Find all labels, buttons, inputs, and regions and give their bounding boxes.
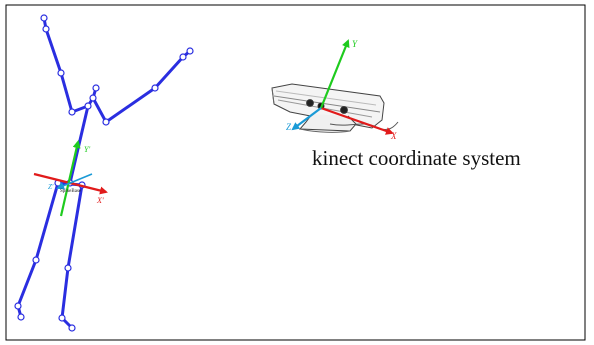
joint-knee-left [32, 256, 40, 264]
skeleton-origin-label: SpineBase [60, 189, 82, 194]
joint-handtip-right [186, 47, 194, 55]
sensor-z-label: Z [286, 122, 292, 132]
caption-kinect-coordinate-system: kinect coordinate system [312, 146, 521, 170]
joint-wrist-right [151, 84, 159, 92]
kinect-lens-left [306, 99, 314, 107]
joint-ankle-right [58, 314, 66, 322]
figure-border [5, 4, 586, 341]
kinect-sensor [271, 83, 399, 133]
joint-spine-shoulder [84, 102, 92, 110]
skeleton-joints [14, 14, 194, 332]
skeleton-bones [16, 16, 192, 330]
joint-head [40, 14, 48, 22]
joint-shoulder [89, 94, 97, 102]
sensor-y-axis [319, 39, 350, 109]
joint-foot-left [17, 313, 25, 321]
joint-ankle-left [14, 302, 22, 310]
joint-elbow-right [102, 118, 110, 126]
skeleton-x-label: X' [96, 196, 104, 205]
kinect-lens-right [340, 106, 348, 114]
skeleton-z-label: Z' [48, 183, 54, 191]
skeleton-y-axis [59, 140, 81, 217]
skeleton-axes: X' Y' Z' SpineBase [33, 140, 108, 217]
skeleton-z-axis [56, 173, 93, 190]
joint-head-top [92, 84, 100, 92]
sensor-x-axis [320, 106, 394, 135]
sensor-x-label: X [390, 131, 397, 141]
joint-hand-right [179, 53, 187, 61]
joint-foot-right [68, 324, 76, 332]
joint-neck [42, 25, 50, 33]
sensor-y-label: Y [352, 39, 358, 49]
sensor-z-axis [291, 107, 322, 131]
joint-elbow-left [57, 69, 65, 77]
skeleton-y-label: Y' [84, 145, 90, 154]
joint-knee-right [64, 264, 72, 272]
joint-wrist-left [68, 108, 76, 116]
sensor-axes: X Y Z [286, 39, 397, 141]
